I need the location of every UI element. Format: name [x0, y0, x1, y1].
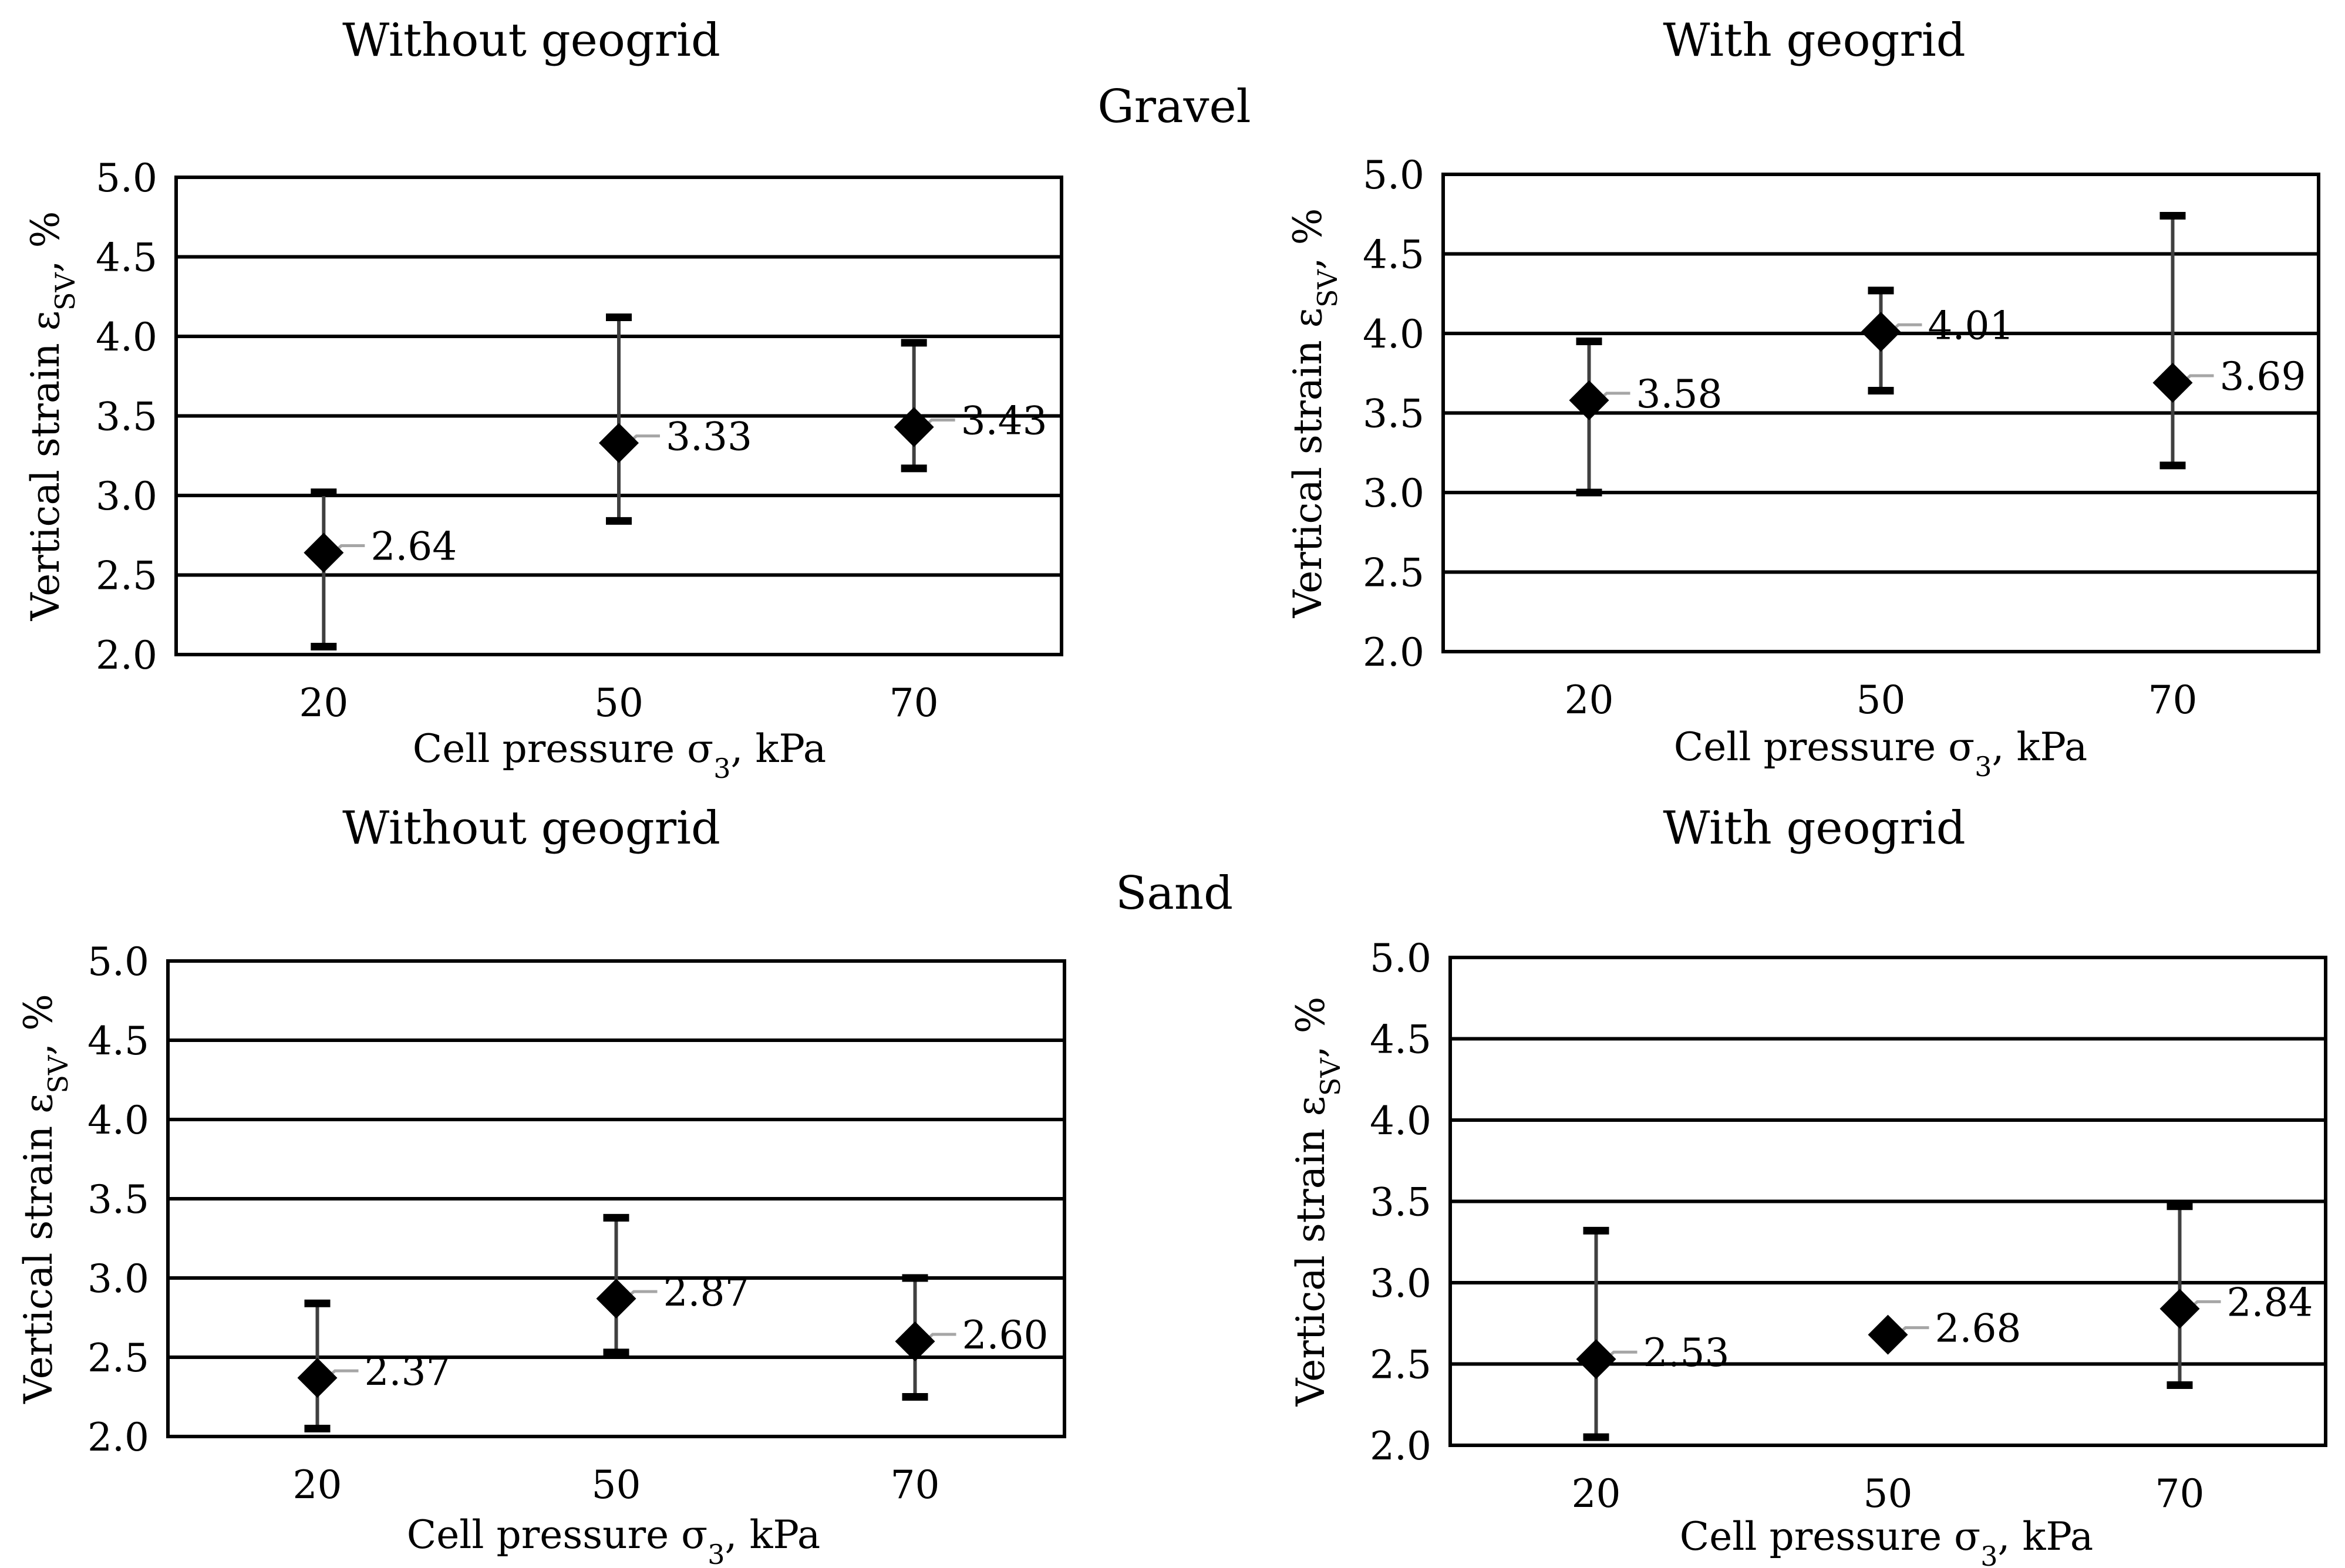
data-label: 3.43: [961, 398, 1047, 443]
x-tick-label: 20: [299, 680, 348, 726]
data-point-marker: [2152, 363, 2193, 403]
data-point-marker: [297, 1358, 338, 1398]
data-point-marker: [599, 423, 639, 463]
y-tick-label: 5.0: [1363, 153, 1424, 198]
data-label: 2.84: [2227, 1280, 2313, 1325]
x-axis-label: Cell pressure σ3, kPa: [413, 726, 827, 784]
data-label: 2.87: [663, 1270, 750, 1315]
y-tick-label: 2.0: [96, 633, 157, 678]
x-tick-label: 70: [2148, 677, 2198, 723]
x-tick-label: 70: [891, 1462, 940, 1508]
chart-title: Without geogrid: [342, 14, 720, 67]
y-tick-label: 3.0: [1370, 1261, 1431, 1306]
group-label-gravel: Gravel: [1097, 80, 1251, 133]
data-label: 4.01: [1928, 303, 2014, 348]
y-tick-label: 3.5: [96, 394, 157, 440]
y-tick-label: 3.5: [1363, 392, 1424, 437]
data-point-marker: [1861, 312, 1901, 352]
x-tick-label: 50: [1864, 1471, 1913, 1516]
y-tick-label: 4.5: [87, 1019, 149, 1064]
data-point-marker: [1576, 1339, 1616, 1380]
x-tick-label: 50: [592, 1462, 641, 1508]
x-axis-label: Cell pressure σ3, kPa: [407, 1512, 821, 1568]
y-tick-label: 2.5: [1370, 1343, 1431, 1388]
y-tick-label: 5.0: [87, 939, 149, 984]
data-label: 3.33: [666, 414, 752, 460]
x-axis-label: Cell pressure σ3, kPa: [1674, 724, 2088, 783]
y-axis-label: Vertical strain εSV, %: [1285, 208, 1343, 619]
chart-sand-without-geogrid: Without geogrid 2.0 2.5 3.0 3.5 4.0 4.5 5.0 20 50…: [16, 802, 1066, 1568]
group-label-sand: Sand: [1116, 867, 1233, 920]
chart-title: With geogrid: [1663, 14, 1965, 67]
data-point-marker: [596, 1279, 636, 1319]
data-label: 2.60: [962, 1313, 1049, 1358]
x-tick-label: 50: [1857, 677, 1906, 723]
y-tick-label: 4.0: [1363, 312, 1424, 357]
x-axis-label: Cell pressure σ3, kPa: [1680, 1514, 2094, 1568]
data-point-marker: [895, 1321, 935, 1361]
data-label: 2.64: [370, 524, 457, 569]
x-tick-label: 20: [1565, 677, 1614, 723]
data-label: 3.58: [1636, 372, 1723, 417]
y-tick-label: 3.0: [1363, 471, 1424, 516]
y-tick-label: 5.0: [1370, 936, 1431, 981]
y-tick-label: 2.5: [96, 554, 157, 599]
plot-frame: [1441, 173, 2320, 653]
y-axis-label: Vertical strain εSV, %: [1288, 997, 1346, 1407]
y-tick-label: 2.0: [87, 1415, 149, 1460]
chart-gravel-with-geogrid: With geogrid 2.0 2.5 3.0 3.5 4.0 4.5 5.0 20 50 70 C…: [1285, 14, 2320, 783]
y-tick-label: 4.0: [87, 1098, 149, 1143]
chart-title: With geogrid: [1663, 802, 1965, 855]
y-tick-label: 4.5: [96, 235, 157, 281]
data-label: 2.37: [365, 1349, 451, 1394]
data-label: 2.53: [1643, 1330, 1730, 1375]
y-tick-label: 3.5: [1370, 1180, 1431, 1225]
chart-gravel-without-geogrid: Without geogrid 2.0 2.5 3.0 3.5 4.0 4.5 5.0 20 50…: [23, 14, 1063, 784]
y-axis-label: Vertical strain εSV, %: [16, 994, 74, 1404]
y-tick-label: 3.0: [87, 1256, 149, 1301]
x-tick-label: 20: [293, 1462, 342, 1508]
data-point-marker: [1868, 1314, 1908, 1355]
y-axis-label: Vertical strain εSV, %: [23, 211, 81, 622]
data-point-marker: [1569, 380, 1609, 420]
y-tick-label: 5.0: [96, 156, 157, 201]
y-tick-label: 4.0: [1370, 1098, 1431, 1144]
plot-frame: [1448, 956, 2327, 1447]
chart-title: Without geogrid: [342, 802, 720, 855]
y-tick-label: 2.5: [1363, 551, 1424, 596]
y-tick-label: 4.5: [1363, 232, 1424, 278]
x-tick-label: 70: [890, 680, 939, 726]
y-tick-label: 4.5: [1370, 1017, 1431, 1063]
y-tick-label: 3.5: [87, 1177, 149, 1222]
x-tick-label: 20: [1572, 1471, 1621, 1516]
data-point-marker: [894, 407, 934, 447]
chart-sand-with-geogrid: With geogrid 2.0 2.5 3.0 3.5 4.0 4.5 5.0 20 50 70 C…: [1288, 802, 2327, 1568]
y-tick-label: 2.5: [87, 1336, 149, 1381]
data-point-marker: [304, 532, 344, 573]
data-point-marker: [2159, 1289, 2200, 1329]
x-tick-label: 70: [2155, 1471, 2205, 1516]
y-tick-label: 4.0: [96, 315, 157, 360]
y-tick-label: 2.0: [1363, 630, 1424, 675]
data-label: 2.68: [1935, 1306, 2021, 1351]
y-tick-label: 3.0: [96, 474, 157, 519]
plot-frame: [174, 176, 1063, 656]
x-tick-label: 50: [594, 680, 643, 726]
data-label: 3.69: [2220, 354, 2306, 399]
plot-frame: [166, 959, 1066, 1438]
y-tick-label: 2.0: [1370, 1424, 1431, 1469]
